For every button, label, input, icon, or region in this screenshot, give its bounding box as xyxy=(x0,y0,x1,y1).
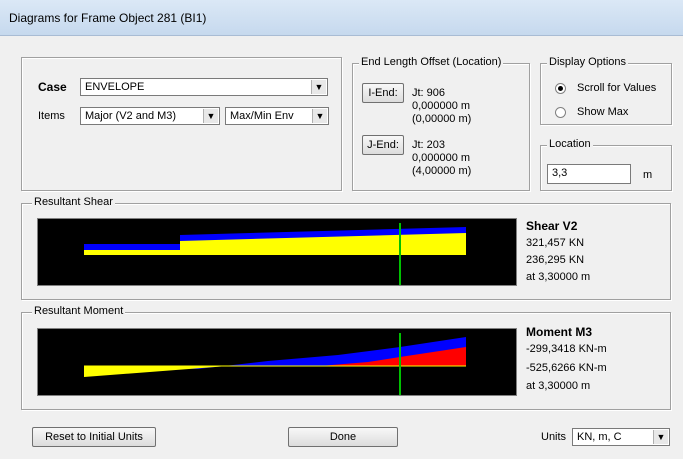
location-group: Location xyxy=(540,138,672,191)
shear-title: Shear V2 xyxy=(526,219,578,233)
moment-max-value: -299,3418 KN-m xyxy=(526,343,607,355)
case-label: Case xyxy=(38,80,67,94)
j-end-location: (4,00000 m) xyxy=(412,165,472,177)
moment-envelope-red xyxy=(320,347,466,366)
show-max-label[interactable]: Show Max xyxy=(577,106,629,118)
shear-diagram xyxy=(37,218,517,286)
j-end-button[interactable]: J-End: xyxy=(362,135,404,155)
j-end-offset: 0,000000 m xyxy=(412,152,471,164)
location-unit: m xyxy=(643,169,653,181)
shear-diagram-svg xyxy=(84,223,466,285)
done-button[interactable]: Done xyxy=(288,427,398,447)
chevron-down-icon[interactable]: ▼ xyxy=(312,109,327,123)
i-end-offset: 0,000000 m xyxy=(412,100,471,112)
items-component-select[interactable]: Major (V2 and M3) ▼ xyxy=(80,107,220,125)
scroll-for-values-radio[interactable] xyxy=(555,83,566,94)
moment-diagram xyxy=(37,328,517,396)
units-label: Units xyxy=(541,431,567,443)
reset-units-button[interactable]: Reset to Initial Units xyxy=(32,427,156,447)
moment-at-value: at 3,30000 m xyxy=(526,380,591,392)
units-select[interactable]: KN, m, C ▼ xyxy=(572,428,670,446)
location-input[interactable]: 3,3 xyxy=(547,164,631,184)
case-group xyxy=(21,57,342,191)
location-value: 3,3 xyxy=(552,167,568,179)
display-options-group: Display Options xyxy=(540,56,672,125)
moment-envelope-blue xyxy=(84,337,466,369)
i-end-button[interactable]: I-End: xyxy=(362,83,404,103)
shear-at-value: at 3,30000 m xyxy=(526,271,591,283)
offset-legend: End Length Offset (Location) xyxy=(359,56,504,68)
moment-title: Moment M3 xyxy=(526,325,592,339)
shear-envelope-min xyxy=(84,233,466,255)
items-envelope-value: Max/Min Env xyxy=(230,110,294,122)
shear-group: Resultant Shear xyxy=(21,196,671,300)
moment-envelope-yellow xyxy=(84,366,228,377)
items-component-value: Major (V2 and M3) xyxy=(85,110,177,122)
offset-group: End Length Offset (Location) xyxy=(352,56,530,191)
display-options-legend: Display Options xyxy=(547,56,629,68)
moment-min-value: -525,6266 KN-m xyxy=(526,362,607,374)
case-value: ENVELOPE xyxy=(85,81,145,93)
j-end-jt: Jt: 203 xyxy=(412,139,446,151)
case-select[interactable]: ENVELOPE ▼ xyxy=(80,78,328,96)
show-max-radio[interactable] xyxy=(555,107,566,118)
units-value: KN, m, C xyxy=(577,431,622,443)
chevron-down-icon[interactable]: ▼ xyxy=(653,430,668,444)
shear-legend: Resultant Shear xyxy=(32,196,115,208)
items-envelope-select[interactable]: Max/Min Env ▼ xyxy=(225,107,329,125)
shear-max-value: 321,457 KN xyxy=(526,237,585,249)
moment-group: Resultant Moment xyxy=(21,305,671,410)
title-bar: Diagrams for Frame Object 281 (BI1) xyxy=(0,0,683,36)
i-end-jt: Jt: 906 xyxy=(412,87,446,99)
location-legend: Location xyxy=(547,138,593,150)
scroll-for-values-label[interactable]: Scroll for Values xyxy=(577,82,657,94)
moment-diagram-svg xyxy=(84,333,466,395)
i-end-location: (0,00000 m) xyxy=(412,113,472,125)
chevron-down-icon[interactable]: ▼ xyxy=(311,80,326,94)
chevron-down-icon[interactable]: ▼ xyxy=(203,109,218,123)
window-title: Diagrams for Frame Object 281 (BI1) xyxy=(9,11,207,25)
items-label: Items xyxy=(38,110,65,122)
moment-legend: Resultant Moment xyxy=(32,305,126,317)
shear-min-value: 236,295 KN xyxy=(526,254,585,266)
